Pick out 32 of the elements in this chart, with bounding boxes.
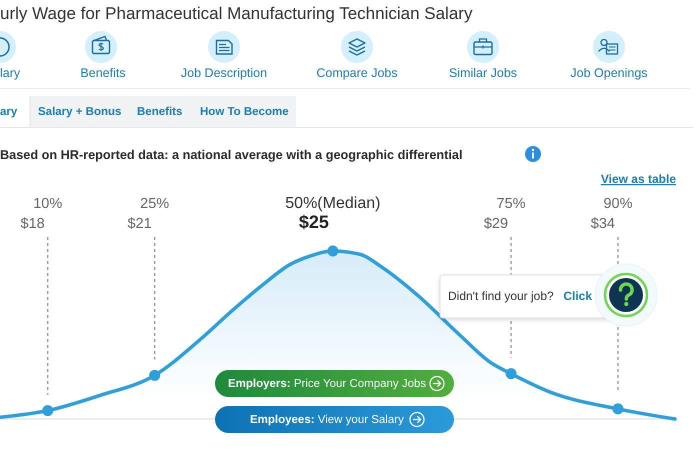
point	[327, 246, 338, 256]
point	[149, 370, 160, 381]
text: $25	[298, 212, 329, 232]
x-tick-label: 90%	[603, 196, 633, 212]
x-tick-label: 25%	[140, 196, 170, 212]
text: Benefits	[137, 106, 182, 118]
point	[42, 405, 54, 416]
text: $18	[20, 216, 45, 232]
text: lary	[0, 66, 21, 80]
x-tick-label: 75%	[496, 196, 526, 212]
point	[612, 403, 624, 414]
text: $29	[484, 216, 508, 232]
text: Job Description	[180, 66, 268, 80]
annotation: Employers: Price Your Company Jobs	[228, 378, 426, 390]
annotation: Didn't find your job?	[448, 289, 554, 303]
text: $21	[127, 216, 152, 232]
chart-title: urly Wage for Pharmaceutical Manufacturing Technician Salary	[0, 4, 473, 23]
text: Compare Jobs	[316, 66, 398, 80]
point	[506, 368, 517, 380]
text: $34	[590, 216, 615, 232]
text: How To Become	[200, 106, 289, 118]
x-tick-label: 50%(Median)	[285, 195, 380, 212]
text: View as table	[600, 172, 676, 186]
annotation: Click	[563, 289, 592, 303]
x-tick-label: 10%	[33, 196, 62, 212]
text: Job Openings	[570, 66, 648, 80]
text: Similar Jobs	[448, 66, 518, 80]
annotation: Employees: View your Salary	[250, 414, 404, 426]
text: Benefits	[80, 66, 126, 80]
text: ary	[0, 106, 18, 118]
chart-subtitle: Based on HR-reported data: a national average with a geographic differential	[0, 148, 462, 162]
text: Salary + Bonus	[38, 106, 122, 118]
